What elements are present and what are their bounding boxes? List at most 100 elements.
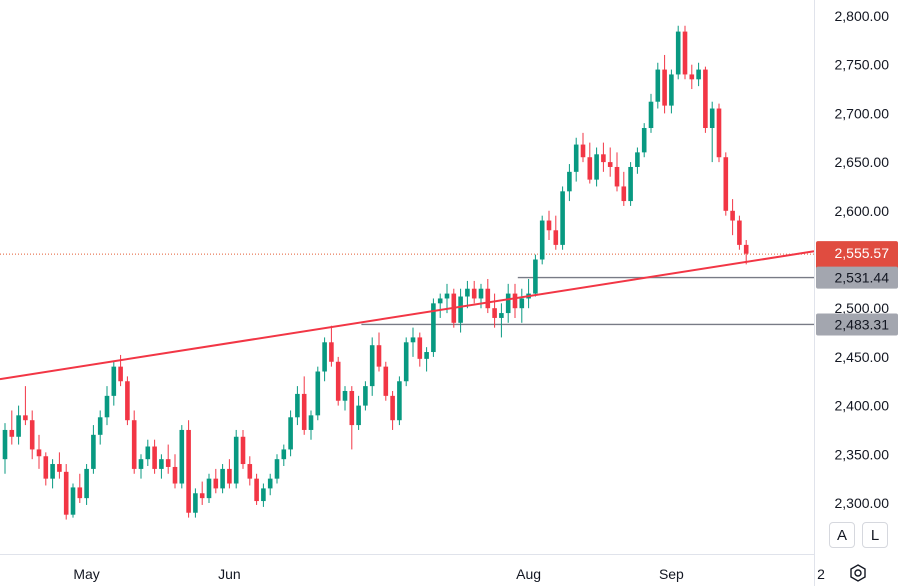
bullish-candle (410, 327, 416, 357)
log-scale-button[interactable]: L (862, 522, 888, 548)
candle-body (356, 405, 361, 426)
bullish-candle (465, 280, 470, 309)
bullish-candle (458, 288, 463, 333)
candle-body (546, 220, 552, 231)
bearish-candle (492, 293, 497, 328)
bearish-candle (723, 152, 729, 216)
bearish-candle (23, 386, 28, 426)
candle-body (703, 69, 708, 129)
bullish-candle (424, 347, 429, 372)
candle-body (580, 144, 586, 158)
bullish-candle (220, 464, 225, 494)
trendline-layer (0, 250, 815, 381)
candle-body (43, 456, 49, 479)
candle-body (737, 220, 742, 245)
bearish-candle (240, 429, 246, 469)
candle-body (77, 487, 83, 499)
price-tick-label: 2,750.00 (835, 57, 890, 73)
candle-body (23, 415, 28, 421)
candle-body (233, 436, 239, 484)
candle-body (36, 449, 42, 457)
bullish-candle (50, 459, 55, 489)
bullish-candle (519, 288, 525, 323)
candle-body (199, 493, 205, 499)
candle-body (403, 342, 409, 382)
candle-body (329, 342, 334, 362)
bullish-candle (669, 69, 674, 114)
candle-body (471, 288, 477, 299)
bearish-candle (63, 464, 69, 520)
last-price-label: 2,555.57 (835, 245, 890, 261)
bullish-candle (437, 293, 443, 318)
bullish-candle (97, 410, 103, 445)
bearish-candle (199, 481, 205, 505)
bearish-candle (546, 210, 552, 241)
bullish-candle (567, 164, 572, 202)
candle-body (111, 366, 117, 396)
support-level-badge-1 (816, 266, 898, 289)
candle-body (206, 478, 212, 499)
price-tick-label: 2,450.00 (835, 349, 890, 365)
bearish-candle (36, 434, 42, 469)
candle-body (390, 395, 395, 421)
bullish-candle (206, 473, 212, 503)
bearish-candle (743, 240, 749, 265)
bearish-candle (512, 283, 518, 318)
bullish-candle (193, 488, 198, 518)
candle-body (431, 303, 436, 353)
candle-body (220, 468, 225, 489)
candle-body (648, 101, 654, 129)
bearish-candle (716, 103, 722, 163)
candle-body (104, 395, 110, 418)
bullish-candle (233, 429, 239, 489)
bullish-candle (138, 454, 144, 479)
candle-body (614, 166, 620, 187)
bearish-candle (737, 215, 742, 250)
bearish-candle (376, 332, 382, 372)
bullish-candle (295, 386, 300, 426)
bullish-candle (281, 444, 287, 466)
candle-body (723, 157, 729, 211)
bullish-candle (91, 425, 96, 474)
candle-body (730, 210, 735, 221)
candle-body (97, 417, 103, 435)
bearish-candle (417, 332, 423, 367)
candle-body (458, 296, 463, 323)
chart-settings-button[interactable] (846, 561, 870, 585)
bullish-candle (159, 454, 164, 479)
time-tick-label: Sep (659, 566, 684, 582)
price-tick-label: 2,600.00 (835, 203, 890, 219)
candle-body (383, 366, 389, 396)
candle-body (410, 337, 416, 343)
candle-body (641, 128, 647, 153)
candle-body (573, 144, 579, 172)
bullish-candle (539, 215, 545, 265)
candle-body (696, 69, 701, 80)
candle-body (131, 420, 137, 469)
bearish-candle (43, 452, 49, 486)
bullish-candle (397, 376, 402, 426)
price-badges: 2,555.5709:31:332,531.442,483.31 (816, 241, 898, 336)
candle-body (635, 152, 640, 167)
bearish-candle (662, 54, 667, 114)
bullish-candle (84, 464, 89, 505)
bullish-candle (288, 410, 293, 457)
bearish-candle (703, 66, 708, 133)
candle-body (240, 436, 246, 465)
support-level-badge-2 (816, 313, 898, 336)
bearish-candle (485, 278, 491, 314)
bullish-candle (628, 162, 633, 206)
candle-body (70, 487, 76, 515)
bullish-candle (560, 186, 565, 250)
candle-body (281, 449, 287, 460)
bearish-candle (614, 152, 620, 192)
bullish-candle (696, 62, 701, 87)
candle-body (295, 393, 300, 418)
candle-body (322, 342, 327, 372)
auto-scale-button[interactable]: A (829, 522, 855, 548)
bullish-candle (431, 298, 436, 357)
bearish-candle (172, 454, 178, 489)
candle-body (315, 371, 321, 416)
price-tick-label: 2,700.00 (835, 105, 890, 121)
